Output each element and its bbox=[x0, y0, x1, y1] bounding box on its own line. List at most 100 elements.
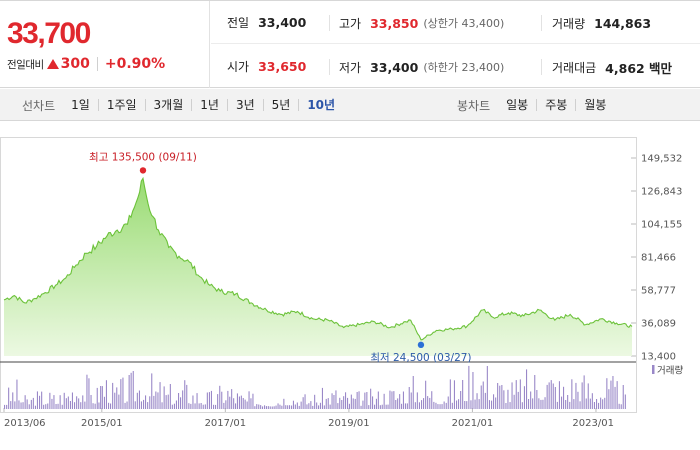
volume-bar bbox=[240, 395, 242, 409]
volume-bar bbox=[377, 391, 379, 409]
volume-bar bbox=[277, 403, 279, 409]
volume-bar bbox=[581, 382, 583, 409]
volume-bar bbox=[345, 392, 347, 409]
volume-bar bbox=[256, 404, 258, 409]
stat-low: 저가 33,400 (하한가 23,400) bbox=[329, 59, 504, 75]
volume-bar bbox=[495, 397, 497, 409]
volume-bar bbox=[501, 385, 503, 409]
volume-bar bbox=[347, 397, 349, 409]
volume-bar bbox=[312, 405, 314, 409]
volume-bar bbox=[318, 405, 320, 409]
volume-bar bbox=[321, 387, 323, 409]
x-tick-label: 2019/01 bbox=[328, 418, 370, 429]
volume-bar bbox=[350, 394, 352, 409]
volume-bar bbox=[331, 393, 333, 409]
volume-bar bbox=[493, 394, 495, 409]
volume-bar bbox=[435, 402, 437, 409]
volume-bar bbox=[304, 394, 306, 409]
tab-3year[interactable]: 3년 bbox=[226, 99, 263, 111]
volume-bar bbox=[488, 400, 490, 409]
tab-monthly-candle[interactable]: 월봉 bbox=[575, 99, 614, 111]
tab-weekly-candle[interactable]: 주봉 bbox=[536, 99, 575, 111]
volume-bar bbox=[554, 387, 556, 409]
volume-bar bbox=[433, 401, 435, 409]
price-chart[interactable]: 149,532 126,843 104,155 81,466 58,777 36,089 1… bbox=[0, 121, 700, 450]
stat-label: 거래량 bbox=[552, 16, 586, 31]
volume-bar bbox=[8, 387, 10, 409]
stat-volume: 거래량 144,863 bbox=[541, 15, 651, 31]
tab-1week[interactable]: 1주일 bbox=[97, 99, 145, 111]
volume-bar bbox=[206, 392, 208, 409]
volume-bar bbox=[92, 403, 94, 409]
tab-10year[interactable]: 10년 bbox=[298, 99, 343, 111]
volume-bar bbox=[128, 375, 130, 409]
volume-bar bbox=[393, 391, 395, 409]
volume-bar bbox=[173, 403, 175, 409]
tab-daily-candle[interactable]: 일봉 bbox=[506, 98, 529, 112]
volume-bar bbox=[614, 386, 616, 409]
volume-bar bbox=[130, 372, 132, 409]
stats-row: 전일 33,400 고가 33,850 (상한가 43,400) 거래량 144… bbox=[211, 1, 700, 44]
volume-bar bbox=[306, 404, 308, 409]
tab-3month[interactable]: 3개월 bbox=[144, 99, 192, 111]
volume-bar bbox=[289, 405, 291, 409]
volume-bar bbox=[118, 394, 120, 409]
volume-bar bbox=[159, 382, 161, 409]
volume-bar bbox=[86, 374, 88, 409]
volume-bar bbox=[443, 401, 445, 409]
volume-bar bbox=[567, 395, 569, 409]
volume-bar bbox=[480, 385, 482, 409]
volume-bar bbox=[229, 396, 231, 409]
volume-bar bbox=[604, 397, 606, 409]
volume-bar bbox=[112, 382, 114, 409]
volume-bar bbox=[453, 380, 455, 409]
volume-bar bbox=[69, 401, 71, 409]
volume-bar bbox=[333, 395, 335, 409]
volume-bar bbox=[110, 403, 112, 409]
volume-bar bbox=[464, 401, 466, 409]
volume-bar bbox=[532, 398, 534, 409]
volume-bar bbox=[341, 400, 343, 409]
volume-bar bbox=[57, 403, 59, 409]
volume-bar bbox=[573, 399, 575, 409]
volume-bar bbox=[412, 376, 414, 409]
volume-bar bbox=[325, 398, 327, 409]
volume-bar bbox=[339, 397, 341, 409]
volume-bar bbox=[476, 393, 478, 409]
volume-bar bbox=[250, 398, 252, 409]
chart-frame bbox=[0, 137, 637, 413]
volume-bar bbox=[523, 386, 525, 409]
volume-bar bbox=[505, 403, 507, 409]
volume-bar bbox=[563, 386, 565, 409]
volume-bar bbox=[602, 399, 604, 409]
volume-bar bbox=[74, 402, 76, 409]
volume-bar bbox=[360, 405, 362, 409]
volume-bar bbox=[155, 391, 157, 409]
volume-bar bbox=[552, 383, 554, 409]
volume-bar bbox=[269, 406, 271, 409]
volume-bar bbox=[591, 393, 593, 409]
tab-1year[interactable]: 1년 bbox=[191, 99, 227, 111]
x-tick-label: 2017/01 bbox=[205, 418, 247, 429]
volume-bar bbox=[416, 392, 418, 409]
volume-bar bbox=[410, 392, 412, 409]
volume-bar bbox=[491, 400, 493, 409]
volume-bar bbox=[389, 390, 391, 409]
volume-bar bbox=[300, 401, 302, 409]
tab-1day[interactable]: 1일 bbox=[71, 98, 90, 112]
tab-5year[interactable]: 5년 bbox=[262, 99, 299, 111]
volume-bar bbox=[593, 402, 595, 409]
volume-bar bbox=[544, 397, 546, 409]
volume-bar bbox=[598, 402, 600, 409]
volume-bar bbox=[221, 391, 223, 409]
price-block: 33,700 전일대비 300 +0.90% bbox=[0, 1, 210, 88]
volume-bar bbox=[561, 396, 563, 409]
volume-bar bbox=[431, 391, 433, 409]
volume-bar bbox=[474, 399, 476, 409]
volume-bar bbox=[49, 392, 51, 409]
volume-bar bbox=[414, 402, 416, 409]
volume-bar bbox=[18, 400, 20, 409]
stat-label: 거래대금 bbox=[552, 60, 597, 75]
volume-bar bbox=[285, 405, 287, 409]
volume-bar bbox=[624, 394, 626, 409]
